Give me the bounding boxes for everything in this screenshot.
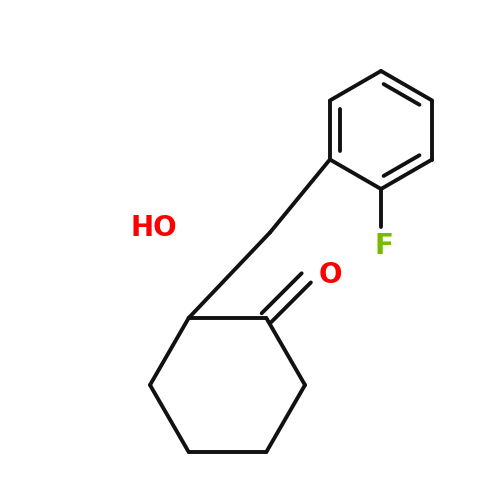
Text: O: O: [318, 262, 342, 289]
Text: F: F: [374, 232, 393, 260]
Text: HO: HO: [131, 214, 178, 242]
